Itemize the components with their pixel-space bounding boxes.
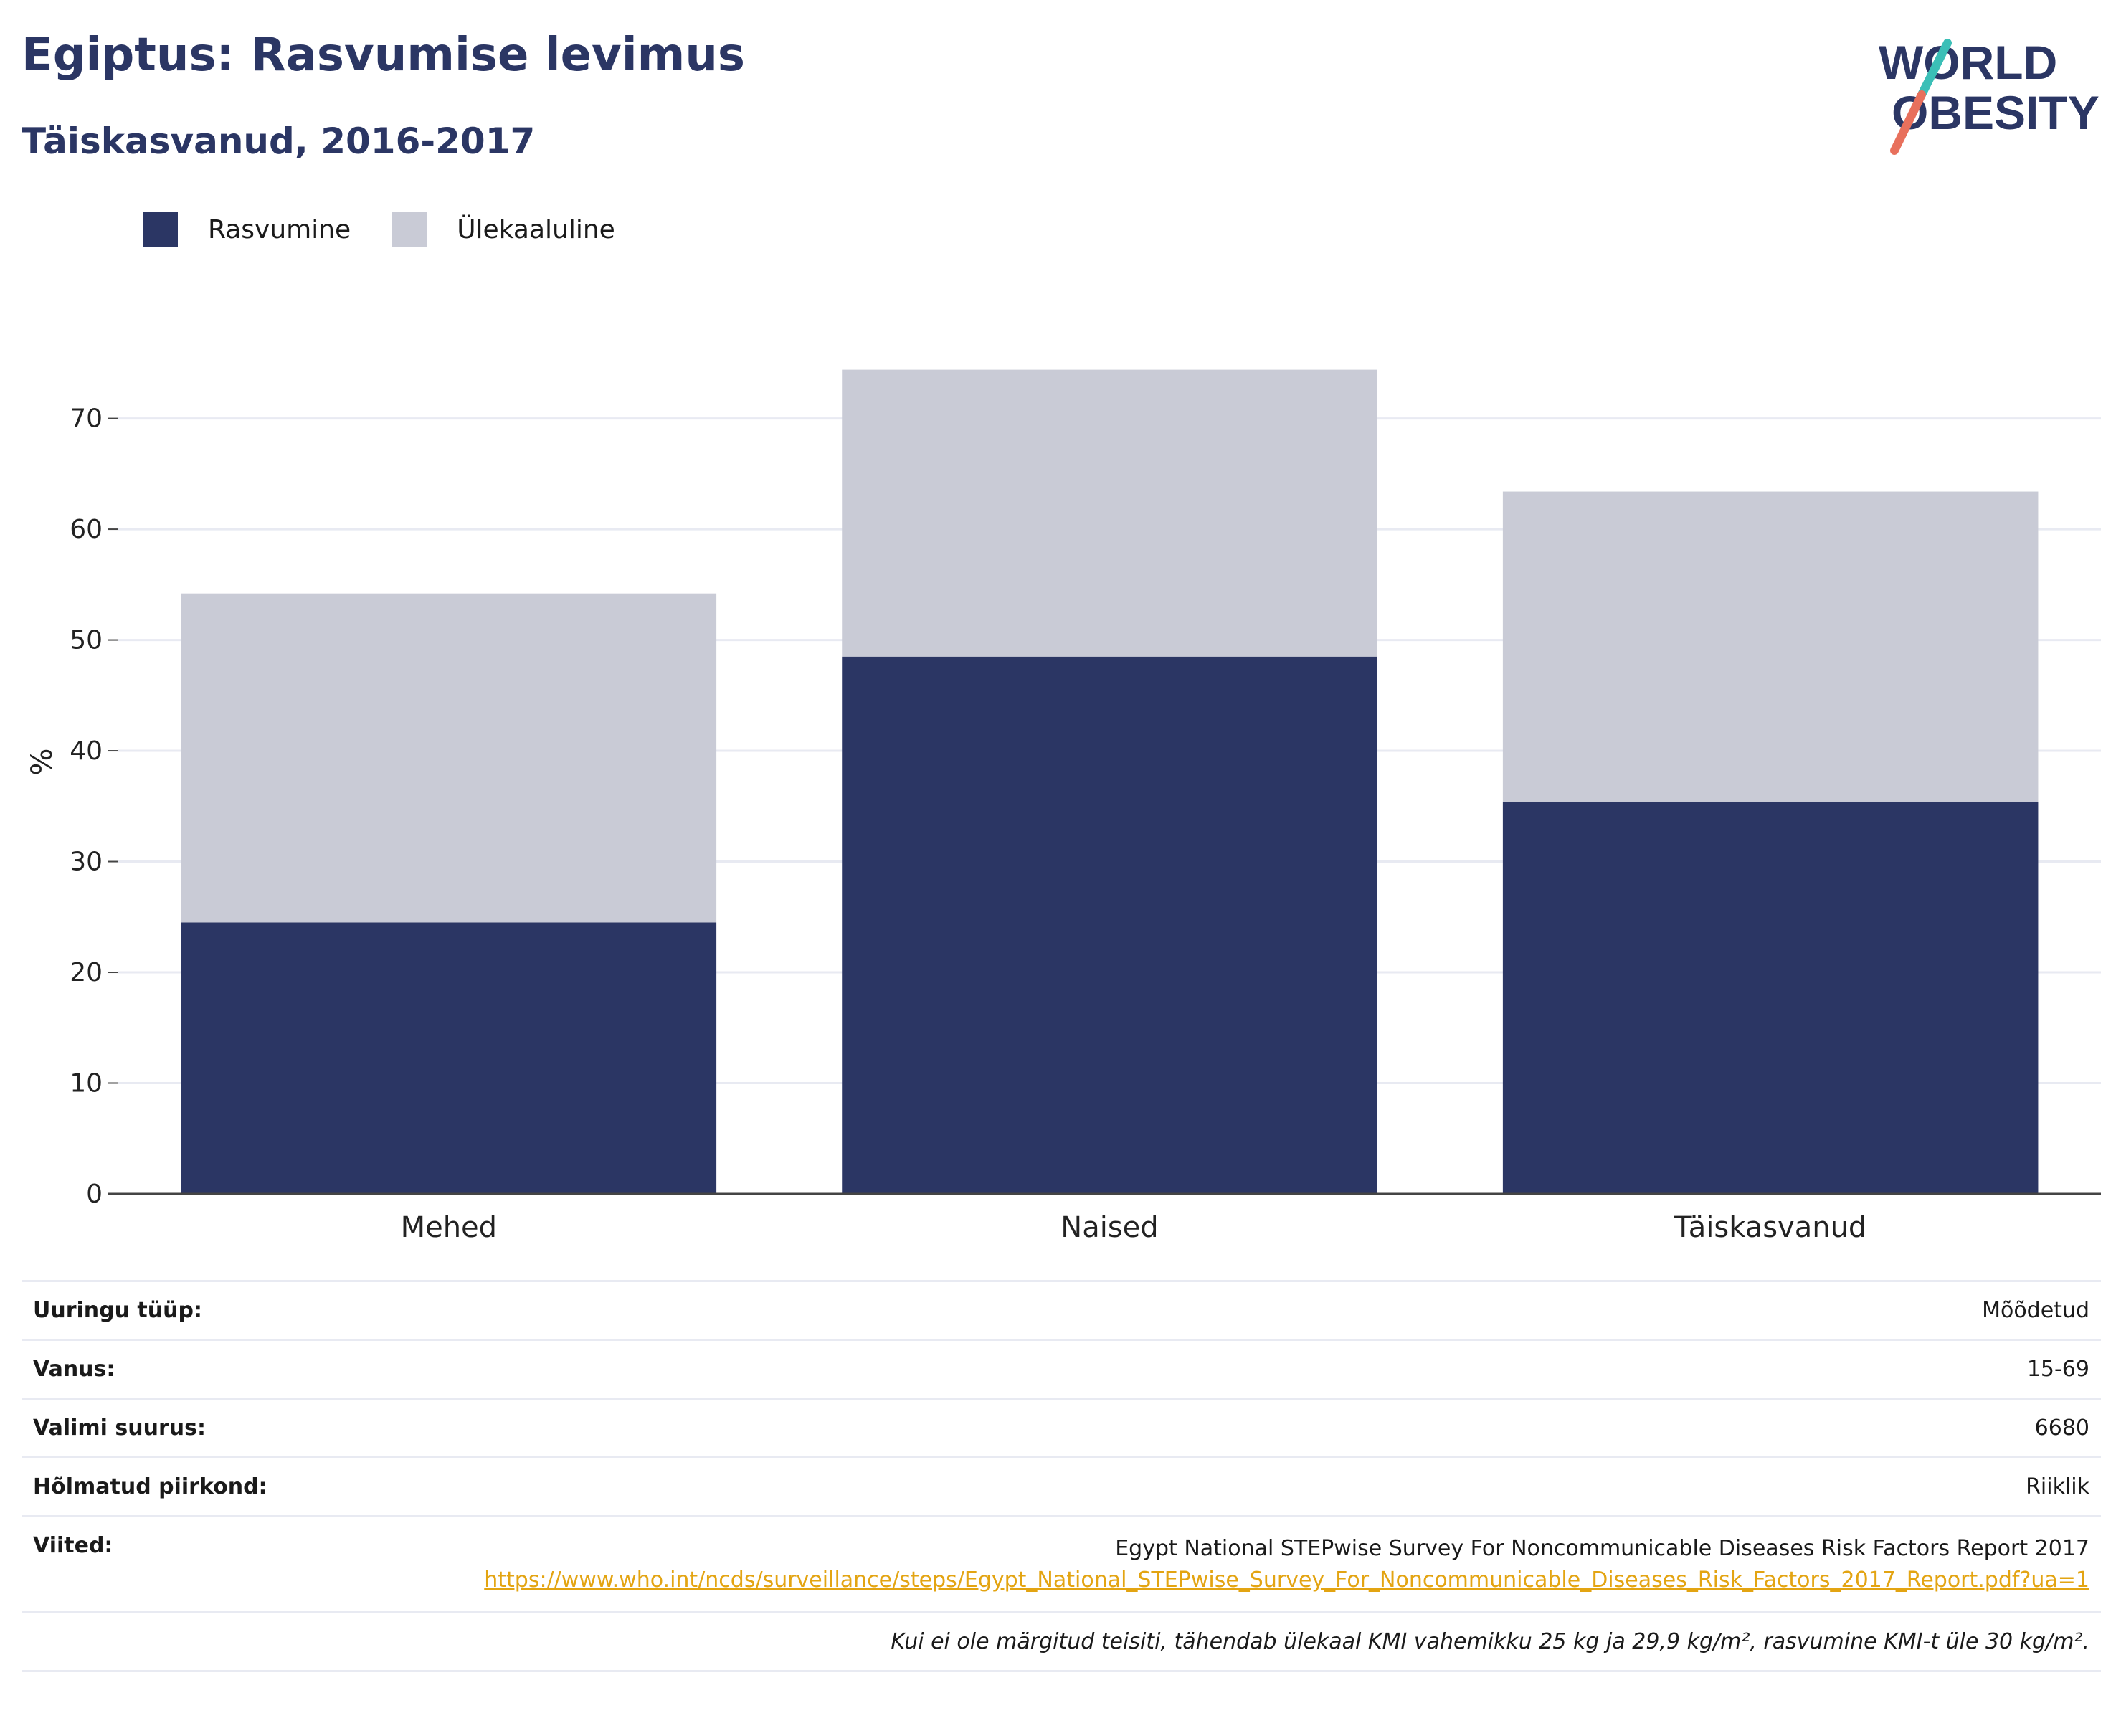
bar-overweight[interactable] <box>842 369 1377 657</box>
info-row-references: Viited: Egypt National STEPwise Survey F… <box>22 1516 2101 1613</box>
info-value: 15-69 <box>305 1339 2101 1400</box>
info-value: Riiklik <box>305 1457 2101 1517</box>
bar-overweight[interactable] <box>1502 491 2039 802</box>
logo-slash-bottom <box>1890 90 1926 155</box>
info-row: Vanus: 15-69 <box>22 1339 2101 1400</box>
legend-item-obesity[interactable]: Rasvumine <box>143 212 351 247</box>
info-value: Mõõdetud <box>305 1280 2101 1341</box>
info-label: Valimi suurus: <box>22 1398 305 1458</box>
y-axis-label: % <box>26 748 59 775</box>
bar-obesity[interactable] <box>181 922 717 1194</box>
info-row: Hõlmatud piirkond: Riiklik <box>22 1457 2101 1517</box>
bar-obesity[interactable] <box>1502 802 2039 1194</box>
y-tick-label: 40 <box>70 736 103 766</box>
y-tick-label: 50 <box>70 626 103 655</box>
definition-footnote: Kui ei ole märgitud teisiti, tähendab ül… <box>22 1612 2101 1672</box>
x-tick-label: Täiskasvanud <box>1674 1211 1866 1241</box>
legend-swatch-overweight <box>392 212 427 247</box>
y-tick-label: 10 <box>70 1069 103 1099</box>
survey-info-table: Uuringu tüüp: Mõõdetud Vanus: 15-69 Vali… <box>22 1280 2101 1672</box>
references-value: Egypt National STEPwise Survey For Nonco… <box>305 1516 2101 1613</box>
info-row: Valimi suurus: 6680 <box>22 1398 2101 1458</box>
info-label: Vanus: <box>22 1339 305 1400</box>
x-tick-label: Mehed <box>401 1211 497 1241</box>
bar-obesity[interactable] <box>842 656 1377 1194</box>
y-tick-label: 20 <box>70 958 103 987</box>
stacked-bar-chart: 0 10 20 30 40 50 60 70% Mehed Naised Täiskasvanud <box>26 369 2101 1241</box>
legend-swatch-obesity <box>143 212 178 247</box>
y-tick-label: 30 <box>70 848 103 877</box>
chart-title: Egiptus: Rasvumise levimus <box>22 29 745 82</box>
y-tick-label: 60 <box>70 515 103 544</box>
info-row-footnote: Kui ei ole märgitud teisiti, tähendab ül… <box>22 1612 2101 1672</box>
reference-title: Egypt National STEPwise Survey For Nonco… <box>1115 1536 2089 1561</box>
info-label: Hõlmatud piirkond: <box>22 1457 305 1517</box>
world-obesity-logo: WORLD OBESITY <box>1879 36 2099 155</box>
chart-legend: Rasvumine Ülekaaluline <box>143 212 657 247</box>
info-row: Uuringu tüüp: Mõõdetud <box>22 1280 2101 1341</box>
y-tick-label: 0 <box>86 1180 103 1209</box>
reference-link[interactable]: https://www.who.int/ncds/surveillance/st… <box>484 1567 2089 1593</box>
references-label: Viited: <box>22 1516 305 1613</box>
chart-subtitle: Täiskasvanud, 2016-2017 <box>22 120 536 162</box>
logo-slash-top <box>1917 39 1952 99</box>
legend-item-overweight[interactable]: Ülekaaluline <box>392 212 615 247</box>
x-tick-label: Naised <box>1060 1211 1158 1241</box>
info-label: Uuringu tüüp: <box>22 1280 305 1341</box>
logo-text-world: WORLD <box>1879 36 2057 89</box>
legend-label-obesity: Rasvumine <box>208 214 351 245</box>
info-value: 6680 <box>305 1398 2101 1458</box>
y-tick-label: 70 <box>70 404 103 434</box>
legend-label-overweight: Ülekaaluline <box>457 214 615 245</box>
bar-overweight[interactable] <box>181 593 717 923</box>
